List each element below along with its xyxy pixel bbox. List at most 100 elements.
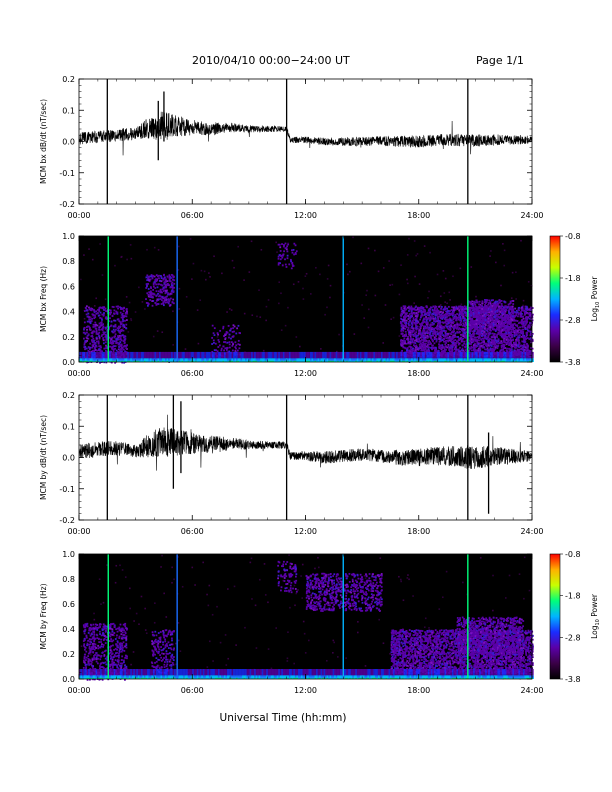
spectral-cell [187, 360, 190, 362]
spectral-cell [118, 342, 121, 345]
spectral-cell [493, 345, 496, 348]
spectral-cell [447, 334, 449, 336]
spectral-cell [239, 351, 241, 359]
spectral-cell [225, 333, 227, 336]
spectral-cell [114, 347, 116, 350]
spectral-cell [518, 334, 520, 337]
spectral-cell [279, 358, 282, 362]
spectral-cell [456, 325, 459, 327]
spectral-cell [160, 360, 163, 362]
spectral-cell [450, 338, 453, 341]
spectral-cell [140, 360, 143, 362]
spectral-cell [518, 342, 521, 345]
spectral-cell [154, 287, 157, 289]
spectral-cell [519, 321, 521, 324]
spectral-cell [441, 344, 444, 347]
spectral-cell [405, 319, 408, 322]
spectral-cell [92, 314, 95, 317]
spectral-cell [500, 345, 503, 347]
spectral-cell [230, 351, 232, 359]
spectral-cell [152, 289, 155, 291]
spectral-cell [499, 334, 502, 337]
spectral-cell [90, 316, 92, 319]
spectral-cell [120, 308, 122, 311]
spectral-cell [438, 336, 440, 339]
spectral-cell [517, 322, 520, 325]
spectral-cell [463, 305, 466, 308]
spectral-cell [491, 314, 494, 317]
spectral-cell [158, 283, 160, 286]
spectral-cell [499, 305, 501, 308]
spectral-cell [125, 323, 128, 326]
spectral-cell [83, 328, 85, 331]
spectral-cell [112, 351, 115, 359]
spectral-cell [168, 277, 171, 279]
spectral-cell [94, 321, 97, 324]
spectral-cell [490, 299, 493, 302]
spectral-cell [494, 343, 497, 345]
spectral-cell [439, 334, 442, 337]
spectral-cell [94, 358, 96, 362]
spectral-cell [456, 331, 459, 334]
spectral-cell [439, 314, 442, 317]
spectral-cell [412, 319, 414, 322]
spectral-cell [114, 325, 117, 328]
spectral-cell [360, 262, 363, 265]
spectral-cell [259, 316, 262, 318]
spectral-cell [503, 300, 506, 303]
spectral-cell [98, 331, 101, 334]
spectral-cell [484, 312, 487, 315]
spectral-cell [515, 330, 517, 333]
spectral-cell [414, 342, 417, 345]
spectral-cell [412, 347, 414, 350]
spectral-cell [433, 342, 436, 345]
spectral-cell [431, 348, 433, 351]
spectral-cell [481, 325, 484, 328]
spectral-cell [482, 332, 485, 334]
spectral-cell [123, 361, 126, 364]
spectral-cell [500, 307, 503, 310]
spectral-cell [489, 324, 492, 326]
spectral-cell [284, 360, 287, 362]
spectral-cell [263, 351, 266, 359]
spectral-cell [143, 351, 146, 359]
spectral-cell [127, 331, 130, 333]
spectral-cell [446, 315, 448, 318]
spectral-cell [437, 319, 440, 322]
spectral-cell [480, 345, 483, 347]
spectral-cell [508, 307, 511, 310]
spectral-cell [152, 283, 155, 286]
spectral-cell [367, 247, 370, 250]
spectral-cell [470, 327, 472, 330]
spectral-cell [146, 292, 149, 295]
spectral-cell [282, 351, 285, 359]
spectral-cell [509, 343, 511, 346]
spectral-cell [475, 312, 478, 315]
spectral-cell [449, 329, 452, 332]
spectral-cell [105, 347, 108, 349]
spectral-cell [101, 358, 104, 362]
spectral-cell [236, 358, 238, 362]
spectral-cell [476, 343, 479, 345]
spectral-cell [449, 326, 451, 329]
spectral-cell [277, 243, 280, 246]
spectral-cell [434, 331, 437, 334]
spectral-cell [414, 323, 417, 325]
spectral-cell [265, 305, 268, 308]
spectral-cell [502, 343, 505, 346]
spectral-cell [143, 360, 146, 362]
spectral-cell [208, 351, 211, 359]
spectral-cell [468, 327, 471, 330]
spectral-cell [283, 244, 285, 246]
spectral-cell [109, 337, 112, 340]
spectral-cell [481, 333, 484, 335]
spectral-cell [329, 296, 331, 299]
spectral-cell [93, 342, 96, 345]
spectral-cell [95, 329, 98, 332]
spectral-cell [481, 308, 484, 310]
spectral-cell [500, 349, 503, 352]
spectral-cell [222, 358, 225, 362]
spectral-cell [511, 334, 513, 337]
spectral-cell [459, 317, 462, 320]
spectral-cell [423, 336, 426, 339]
